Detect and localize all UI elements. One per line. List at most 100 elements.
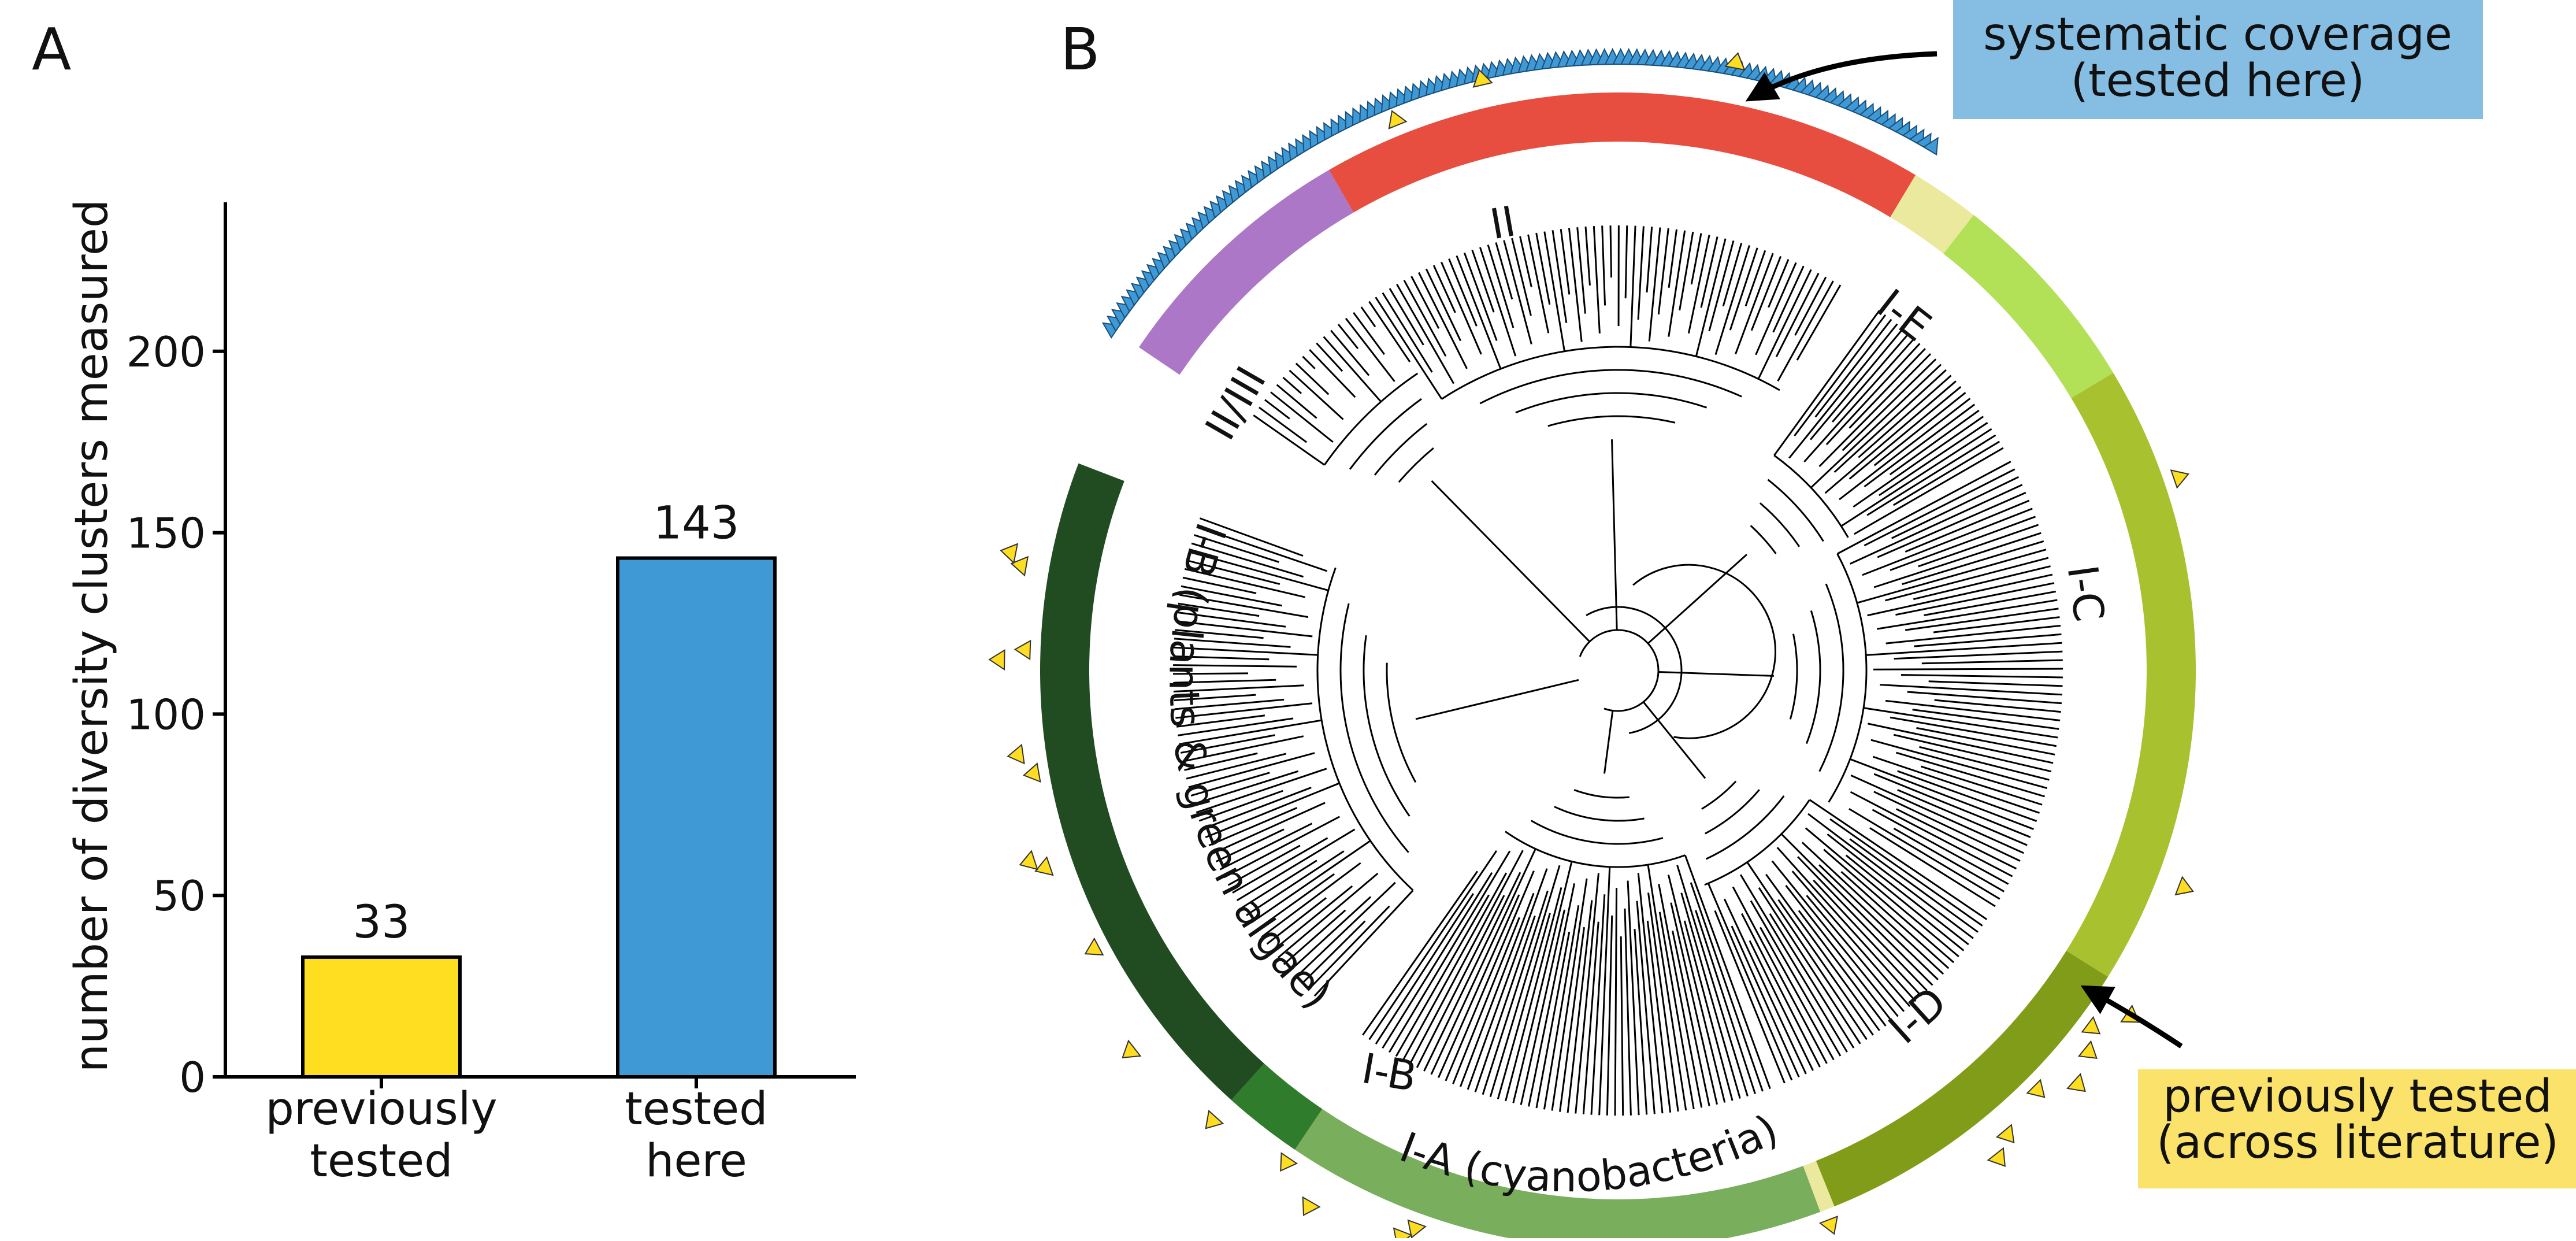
tree-leaf-branch	[1568, 900, 1592, 1113]
tree-leaf-branch	[1864, 708, 2058, 738]
tree-leaf-branch	[1631, 226, 1635, 347]
tree-stem-branch	[1605, 710, 1613, 773]
tree-leaf-branch	[1857, 550, 2046, 603]
previous-marker	[1303, 1197, 1320, 1215]
tree-leaf-branch	[1797, 285, 1840, 360]
previous-marker	[1035, 857, 1053, 875]
tree-stem-branch	[1648, 554, 1747, 643]
tree-internal-arc	[1790, 634, 1797, 720]
tree-leaf-branch	[1296, 364, 1328, 395]
tree-leaf-branch	[1449, 259, 1477, 327]
y-tick-label: 100	[127, 690, 206, 739]
clade-label: II	[1486, 197, 1519, 249]
clade-ring-segment	[1816, 951, 2108, 1206]
tree-leaf-branch	[1560, 927, 1584, 1112]
previous-marker	[2027, 1080, 2044, 1097]
previous-marker	[1206, 1111, 1223, 1128]
tree-leaf-branch	[1586, 227, 1590, 286]
previous-arrow	[2086, 988, 2181, 1046]
bar	[303, 957, 460, 1077]
tree-leaf-branch	[1331, 331, 1369, 376]
previous-marker	[1280, 1153, 1297, 1171]
tree-internal-arc	[1554, 806, 1645, 821]
panel-b-label: B	[1060, 16, 1100, 83]
tree-leaf-branch	[1302, 357, 1315, 369]
tree-stem-branch	[1643, 702, 1705, 778]
tree-leaf-branch	[1369, 851, 1497, 1040]
clade-ring-segment	[1139, 170, 1354, 375]
tree-leaf-branch	[1361, 307, 1375, 327]
tree-leaf-branch	[1880, 685, 2062, 695]
tree-leaf-branch	[1316, 343, 1342, 372]
tree-leaf-branch	[1922, 660, 2063, 664]
tree-internal-arc	[1548, 416, 1675, 426]
tree-leaf-branch	[1716, 245, 1750, 354]
tree-leaf-branch	[1808, 814, 1973, 938]
tree-leaf-branch	[1816, 320, 1892, 417]
tree-leaf-branch	[1777, 847, 1916, 1001]
tree-leaf-branch	[1397, 284, 1453, 384]
tree-leaf-branch	[1496, 243, 1512, 299]
previous-marker	[2082, 1017, 2099, 1033]
tree-internal-arc	[1702, 781, 1736, 809]
tree-leaf-branch	[1735, 253, 1773, 354]
clade-ring-segment	[2066, 373, 2196, 977]
y-axis-label: number of diversity clusters measured	[66, 199, 118, 1073]
bar-value-label: 143	[654, 498, 740, 550]
clade-label: I-D	[1879, 977, 1955, 1053]
tree-leaf-branch	[1873, 757, 2039, 813]
tree-leaf-branch	[1309, 350, 1355, 397]
tree-leaf-branch	[1283, 377, 1301, 394]
tree-leaf-branch	[1901, 675, 2063, 677]
tree-internal-arc	[1516, 393, 1707, 413]
tree-leaf-branch	[1677, 865, 1748, 1096]
clade-label-curved: I-A (cyanobacteria)	[1394, 1105, 1786, 1201]
tree-leaf-branch	[1858, 376, 1951, 458]
tree-leaf-branch	[1383, 873, 1492, 1049]
tree-root-arc	[1580, 630, 1658, 711]
previous-marker	[1997, 1125, 2014, 1143]
tree-internal-arc	[1364, 635, 1409, 816]
tree-leaf-branch	[1811, 365, 1941, 488]
tree-leaf-branch	[1621, 936, 1623, 1116]
tree-leaf-branch	[1773, 266, 1804, 332]
tree-internal-arc	[1350, 399, 1421, 469]
tree-leaf-branch	[1746, 250, 1765, 306]
tree-leaf-branch	[1615, 888, 1617, 1116]
previous-marker	[1988, 1148, 2005, 1166]
tree-leaf-branch	[1708, 883, 1792, 1080]
previous-marker	[1394, 1228, 1412, 1238]
clade-label: II/III	[1196, 358, 1275, 448]
tree-stem-branch	[1432, 481, 1590, 642]
previous-marker	[2176, 877, 2193, 895]
x-tick-label: here	[645, 1135, 747, 1187]
tree-leaf-branch	[1289, 371, 1343, 420]
tree-leaf-branch	[1798, 857, 1927, 991]
previous-marker	[989, 650, 1004, 669]
bars	[303, 558, 775, 1077]
tree-leaf-branch	[1338, 324, 1358, 349]
tree-leaf-branch	[1850, 485, 2022, 564]
clade-label: I-E	[1868, 280, 1940, 351]
tree-internal-arc	[1774, 455, 1848, 538]
tree-leaf-branch	[1890, 717, 2057, 746]
tree-leaf-branch	[1577, 227, 1586, 313]
tree-leaf-branch	[1898, 790, 2027, 845]
clade-ring-segment	[1329, 92, 1916, 217]
tree-leaf-branch	[1324, 337, 1381, 402]
previous-marker	[1123, 1041, 1141, 1058]
tree-leaf-branch	[1838, 462, 2011, 554]
previous-marker	[2171, 470, 2188, 487]
tree-leaf-branch	[1669, 229, 1676, 288]
y-tick-label: 150	[127, 509, 206, 558]
tree-leaf-branch	[1649, 892, 1679, 1111]
tree-leaf-branch	[1390, 288, 1423, 345]
tree-leaf-branch	[1610, 225, 1612, 277]
previous-marker	[1008, 745, 1024, 764]
tree-leaf-branch	[1607, 916, 1612, 1116]
tree-internal-arc	[1531, 821, 1663, 844]
